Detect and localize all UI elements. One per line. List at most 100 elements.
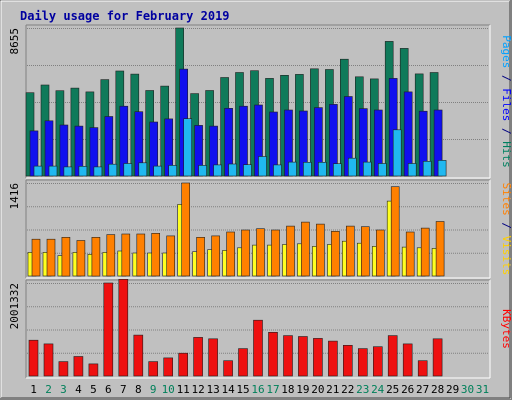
bar-kbytes-day-14 bbox=[223, 360, 233, 377]
bar-kbytes-day-22 bbox=[342, 344, 353, 377]
bar-kbytes-day-16 bbox=[253, 319, 263, 377]
middle-panel-legend-part: Visits bbox=[500, 236, 512, 276]
top-panel: 8655 Pages / Files / Hits bbox=[8, 24, 512, 179]
bar-sites-day-18 bbox=[286, 225, 295, 277]
bar-sites-day-19 bbox=[301, 221, 310, 277]
day-label-26: 26 bbox=[401, 383, 414, 396]
bar-sites-day-3 bbox=[61, 237, 71, 277]
bottom-panel-legend-part: KBytes bbox=[500, 309, 512, 349]
day-label-13: 13 bbox=[206, 383, 219, 396]
bar-sites-day-21 bbox=[331, 231, 340, 277]
bar-pages-day-10 bbox=[168, 165, 177, 177]
bar-sites-day-4 bbox=[76, 240, 86, 277]
bottom-panel-max-label: 2001332 bbox=[8, 283, 21, 329]
day-label-25: 25 bbox=[386, 383, 399, 396]
day-label-18: 18 bbox=[281, 383, 294, 396]
day-label-2: 2 bbox=[45, 383, 52, 396]
bar-kbytes-day-18 bbox=[283, 335, 293, 377]
bar-pages-day-26 bbox=[407, 163, 417, 177]
day-label-28: 28 bbox=[431, 383, 444, 396]
bar-sites-day-5 bbox=[91, 237, 101, 277]
bar-kbytes-day-21 bbox=[328, 340, 338, 377]
day-label-22: 22 bbox=[341, 383, 354, 396]
bar-kbytes-day-25 bbox=[387, 335, 398, 377]
bar-kbytes-day-17 bbox=[268, 331, 278, 377]
bar-sites-day-13 bbox=[211, 235, 220, 277]
bottom-panel: 2001332 KBytes bbox=[8, 278, 512, 379]
top-panel-legend-part: Files bbox=[500, 88, 512, 121]
bar-kbytes-day-28 bbox=[432, 338, 443, 377]
bar-kbytes-day-3 bbox=[58, 361, 69, 377]
bar-kbytes-day-20 bbox=[313, 338, 323, 377]
top-panel-legend-part: Pages bbox=[500, 35, 512, 68]
day-label-7: 7 bbox=[120, 383, 127, 396]
bar-sites-day-23 bbox=[360, 226, 370, 277]
bar-pages-day-3 bbox=[63, 166, 73, 177]
bar-pages-day-25 bbox=[392, 129, 402, 177]
day-label-27: 27 bbox=[416, 383, 429, 396]
middle-panel-legend-part: Sites bbox=[500, 183, 512, 216]
day-label-1: 1 bbox=[30, 383, 37, 396]
bar-kbytes-day-15 bbox=[238, 348, 248, 377]
top-panel-legend-part: / bbox=[500, 68, 512, 88]
bar-pages-day-16 bbox=[258, 156, 267, 177]
bar-kbytes-day-10 bbox=[163, 357, 173, 377]
bar-kbytes-day-6 bbox=[103, 282, 114, 377]
middle-panel-legend: Sites / Visits bbox=[500, 183, 512, 276]
bottom-panel-legend: KBytes bbox=[500, 309, 512, 349]
bar-pages-day-24 bbox=[377, 163, 387, 177]
bar-pages-day-6 bbox=[108, 163, 118, 177]
day-label-21: 21 bbox=[326, 383, 339, 396]
bar-sites-day-11 bbox=[181, 182, 190, 277]
bar-sites-day-20 bbox=[316, 223, 325, 277]
chart-title: Daily usage for February 2019 bbox=[20, 9, 230, 23]
bar-pages-day-1 bbox=[33, 165, 43, 177]
bar-kbytes-day-7 bbox=[118, 278, 129, 377]
day-label-12: 12 bbox=[191, 383, 204, 396]
day-label-29: 29 bbox=[446, 383, 459, 396]
day-label-10: 10 bbox=[162, 383, 175, 396]
bar-pages-day-9 bbox=[153, 165, 162, 177]
bar-kbytes-day-23 bbox=[357, 348, 368, 377]
day-label-24: 24 bbox=[371, 383, 385, 396]
bar-pages-day-4 bbox=[78, 166, 88, 177]
bar-pages-day-22 bbox=[347, 157, 357, 177]
bar-sites-day-7 bbox=[121, 233, 131, 277]
bar-kbytes-day-13 bbox=[208, 338, 218, 377]
bar-pages-day-23 bbox=[362, 161, 372, 177]
day-label-14: 14 bbox=[221, 383, 235, 396]
top-panel-legend-part: / bbox=[500, 121, 512, 141]
bar-kbytes-day-12 bbox=[193, 337, 203, 377]
bar-pages-day-5 bbox=[93, 166, 103, 177]
top-panel-max-label: 8655 bbox=[8, 28, 21, 55]
day-label-4: 4 bbox=[75, 383, 82, 396]
day-label-17: 17 bbox=[266, 383, 279, 396]
day-label-8: 8 bbox=[135, 383, 142, 396]
bar-pages-day-7 bbox=[123, 163, 133, 177]
bar-kbytes-day-1 bbox=[28, 339, 39, 377]
top-panel-legend-part: Hits bbox=[500, 141, 512, 168]
bar-pages-day-8 bbox=[138, 162, 148, 177]
bar-sites-day-14 bbox=[226, 231, 235, 277]
bar-sites-day-10 bbox=[166, 235, 175, 277]
bar-pages-day-28 bbox=[437, 160, 447, 177]
day-label-20: 20 bbox=[311, 383, 324, 396]
bar-sites-day-25 bbox=[390, 186, 400, 277]
bar-kbytes-day-24 bbox=[372, 346, 383, 377]
bar-sites-day-22 bbox=[345, 225, 355, 277]
bar-sites-day-28 bbox=[435, 221, 445, 277]
bar-pages-day-21 bbox=[333, 163, 342, 177]
bar-sites-day-15 bbox=[241, 229, 250, 277]
bar-kbytes-day-8 bbox=[133, 334, 144, 377]
bar-pages-day-15 bbox=[243, 164, 252, 177]
day-label-31: 31 bbox=[476, 383, 489, 396]
bar-kbytes-day-2 bbox=[43, 343, 54, 377]
top-panel-legend: Pages / Files / Hits bbox=[500, 35, 512, 168]
bar-kbytes-day-27 bbox=[417, 360, 428, 377]
day-label-5: 5 bbox=[90, 383, 97, 396]
bar-pages-day-19 bbox=[303, 162, 312, 177]
day-label-9: 9 bbox=[150, 383, 157, 396]
bar-kbytes-day-11 bbox=[178, 352, 188, 377]
bar-kbytes-day-26 bbox=[402, 343, 413, 377]
